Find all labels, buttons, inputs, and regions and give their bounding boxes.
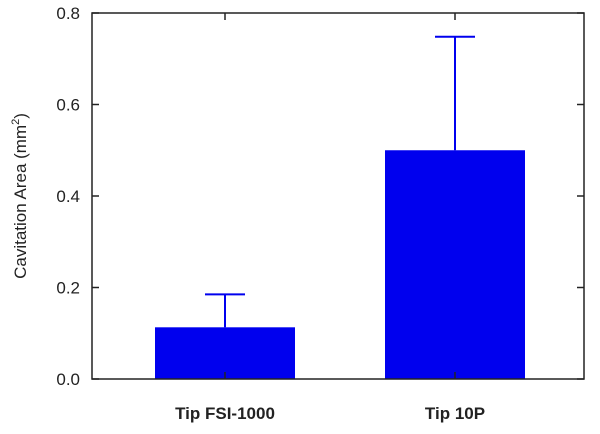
y-tick-label: 0.4 (56, 187, 80, 206)
bar-2 (385, 150, 525, 379)
y-axis-title-main: Cavitation Area (mm (11, 125, 30, 279)
x-category-label: Tip 10P (425, 404, 485, 423)
x-category-label: Tip FSI-1000 (175, 404, 275, 423)
bars-group (155, 150, 525, 379)
y-axis-ticks: 0.0 0.2 0.4 0.6 0.8 (56, 4, 584, 389)
y-tick-label: 0.6 (56, 96, 80, 115)
bar-1 (155, 327, 295, 379)
y-tick-label: 0.0 (56, 370, 80, 389)
y-axis-title-close: ) (11, 113, 30, 119)
y-tick-label: 0.2 (56, 279, 80, 298)
y-tick-label: 0.8 (56, 4, 80, 23)
error-bars-group (205, 35, 475, 328)
y-axis-title-superscript: 2 (10, 119, 22, 125)
y-axis-title: Cavitation Area (mm2) (10, 113, 30, 279)
x-axis-ticks: Tip FSI-1000 Tip 10P (175, 13, 485, 423)
